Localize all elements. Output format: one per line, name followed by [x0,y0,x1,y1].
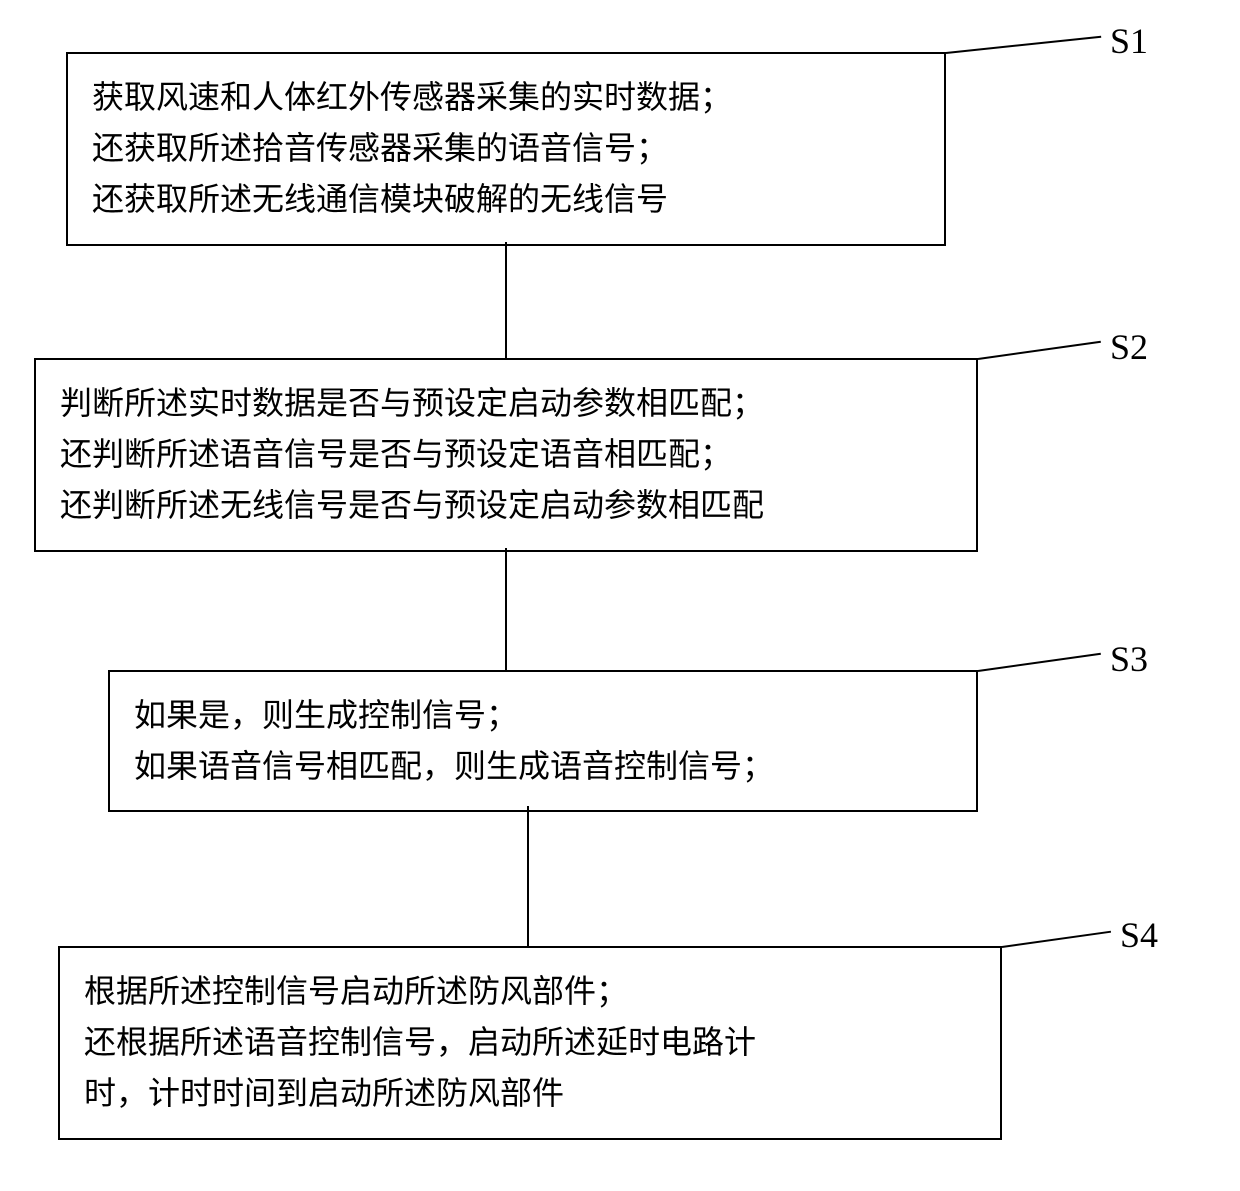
label-s2: S2 [1110,326,1148,368]
label-s3: S3 [1110,638,1148,680]
connector-s1-s2 [505,242,507,358]
box-s2-line-3: 还判断所述无线信号是否与预设定启动参数相匹配 [60,480,952,531]
box-s2-line-1: 判断所述实时数据是否与预设定启动参数相匹配； [60,378,952,429]
box-s1-line-1: 获取风速和人体红外传感器采集的实时数据； [92,72,920,123]
flowchart-container: 获取风速和人体红外传感器采集的实时数据； 还获取所述拾音传感器采集的语音信号； … [0,0,1240,1191]
label-line-s4 [1002,931,1111,948]
box-s3-line-2: 如果语音信号相匹配，则生成语音控制信号； [134,741,952,792]
flowchart-box-s3: 如果是，则生成控制信号； 如果语音信号相匹配，则生成语音控制信号； [108,670,978,812]
box-s2-line-2: 还判断所述语音信号是否与预设定语音相匹配； [60,429,952,480]
box-s4-line-2: 还根据所述语音控制信号，启动所述延时电路计 [84,1017,976,1068]
box-s1-line-2: 还获取所述拾音传感器采集的语音信号； [92,123,920,174]
label-line-s1 [946,36,1101,54]
label-line-s3 [978,653,1101,672]
box-s4-line-1: 根据所述控制信号启动所述防风部件； [84,966,976,1017]
box-s3-line-1: 如果是，则生成控制信号； [134,690,952,741]
label-s1: S1 [1110,20,1148,62]
flowchart-box-s4: 根据所述控制信号启动所述防风部件； 还根据所述语音控制信号，启动所述延时电路计 … [58,946,1002,1140]
box-s4-line-3: 时，计时时间到启动所述防风部件 [84,1068,976,1119]
box-s1-line-3: 还获取所述无线通信模块破解的无线信号 [92,174,920,225]
connector-s3-s4 [527,806,529,946]
label-line-s2 [978,341,1101,360]
flowchart-box-s1: 获取风速和人体红外传感器采集的实时数据； 还获取所述拾音传感器采集的语音信号； … [66,52,946,246]
flowchart-box-s2: 判断所述实时数据是否与预设定启动参数相匹配； 还判断所述语音信号是否与预设定语音… [34,358,978,552]
connector-s2-s3 [505,548,507,670]
label-s4: S4 [1120,914,1158,956]
